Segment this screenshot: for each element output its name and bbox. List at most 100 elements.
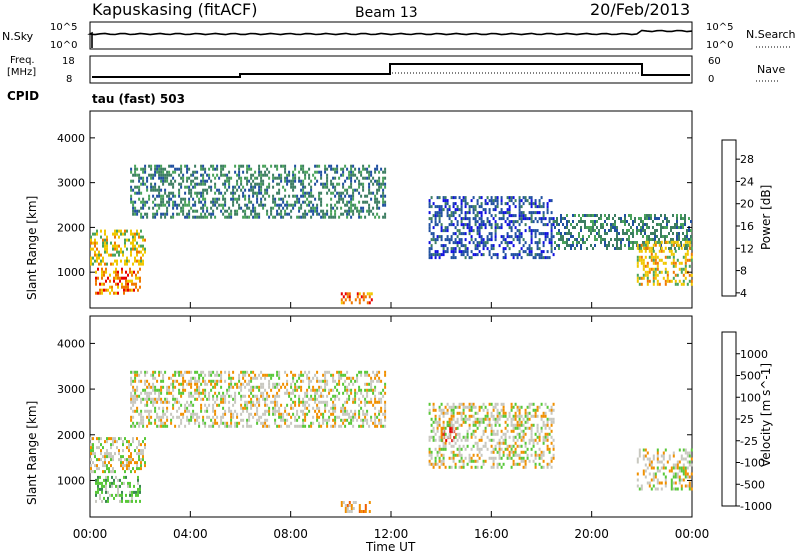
data-cell — [310, 188, 313, 192]
data-cell — [678, 243, 681, 247]
data-cell — [274, 409, 277, 413]
data-cell — [170, 418, 173, 422]
data-cell — [278, 191, 281, 195]
data-cell — [372, 182, 375, 186]
data-cell — [532, 256, 535, 260]
data-cell — [220, 170, 223, 174]
freq-right-tick-bottom: 0 — [708, 74, 714, 85]
data-cell — [214, 197, 217, 201]
data-cell — [348, 421, 351, 425]
data-cell — [498, 444, 501, 448]
data-cell — [210, 188, 213, 192]
data-cell — [604, 232, 606, 235]
data-cell — [666, 220, 668, 223]
data-cell — [92, 443, 94, 447]
data-cell — [208, 379, 211, 383]
data-cell — [92, 446, 94, 450]
data-cell — [334, 394, 337, 398]
data-cell — [326, 370, 329, 374]
data-cell — [656, 264, 659, 268]
data-cell — [364, 510, 367, 513]
data-cell — [342, 403, 345, 407]
data-cell — [474, 208, 477, 212]
data-cell — [310, 394, 313, 398]
data-cell — [184, 370, 187, 374]
data-cell — [440, 226, 443, 230]
data-cell — [558, 229, 560, 232]
data-cell — [270, 388, 273, 392]
data-cell — [144, 403, 147, 407]
data-cell — [140, 200, 143, 204]
data-cell — [338, 197, 341, 201]
data-cell — [150, 391, 153, 395]
data-cell — [238, 167, 241, 171]
data-cell — [154, 212, 157, 216]
data-cell — [594, 214, 596, 217]
data-cell — [598, 217, 600, 220]
data-cell — [614, 220, 616, 223]
data-cell — [588, 214, 590, 217]
data-cell — [562, 223, 564, 226]
data-cell — [152, 382, 155, 386]
data-cell — [464, 217, 467, 221]
data-cell — [640, 229, 642, 232]
data-cell — [624, 244, 626, 247]
data-cell — [532, 229, 535, 233]
data-cell — [572, 214, 574, 217]
data-cell — [146, 188, 149, 192]
data-cell — [123, 285, 125, 289]
data-cell — [144, 446, 146, 450]
data-cell — [308, 173, 311, 177]
data-cell — [368, 173, 371, 177]
data-cell — [326, 379, 329, 383]
data-cell — [226, 209, 229, 213]
data-cell — [570, 232, 572, 235]
data-cell — [350, 164, 353, 168]
data-cell — [516, 235, 519, 239]
data-cell — [124, 238, 126, 242]
data-cell — [504, 420, 507, 424]
data-cell — [320, 203, 323, 207]
data-cell — [550, 223, 553, 227]
data-cell — [640, 247, 642, 250]
data-cell — [480, 453, 483, 457]
data-cell — [111, 475, 113, 479]
data-cell — [318, 194, 321, 198]
data-cell — [342, 373, 345, 377]
data-cell — [684, 472, 687, 476]
data-cell — [680, 457, 683, 461]
data-cell — [344, 194, 347, 198]
data-cell — [332, 424, 335, 428]
data-cell — [366, 170, 369, 174]
data-cell — [432, 402, 435, 406]
data-cell — [316, 403, 319, 407]
data-cell — [156, 397, 159, 401]
data-cell — [568, 238, 570, 241]
data-cell — [186, 164, 189, 168]
data-cell — [274, 200, 277, 204]
data-cell — [490, 226, 493, 230]
data-cell — [358, 212, 361, 216]
data-cell — [526, 253, 529, 257]
data-cell — [103, 484, 105, 488]
data-cell — [638, 282, 641, 286]
data-cell — [430, 450, 433, 454]
data-cell — [682, 472, 685, 476]
data-cell — [240, 176, 243, 180]
data-cell — [224, 370, 227, 374]
data-cell — [124, 229, 126, 233]
data-cell — [210, 215, 213, 219]
data-cell — [268, 185, 271, 189]
data-cell — [130, 370, 133, 374]
data-cell — [312, 209, 315, 213]
data-cell — [432, 465, 435, 469]
data-cell — [510, 220, 513, 224]
data-cell — [250, 376, 253, 380]
data-cell — [466, 417, 469, 421]
data-cell — [194, 397, 197, 401]
data-cell — [352, 397, 355, 401]
data-cell — [286, 418, 289, 422]
data-cell — [512, 426, 515, 430]
data-cell — [102, 455, 104, 459]
data-cell — [646, 246, 649, 250]
